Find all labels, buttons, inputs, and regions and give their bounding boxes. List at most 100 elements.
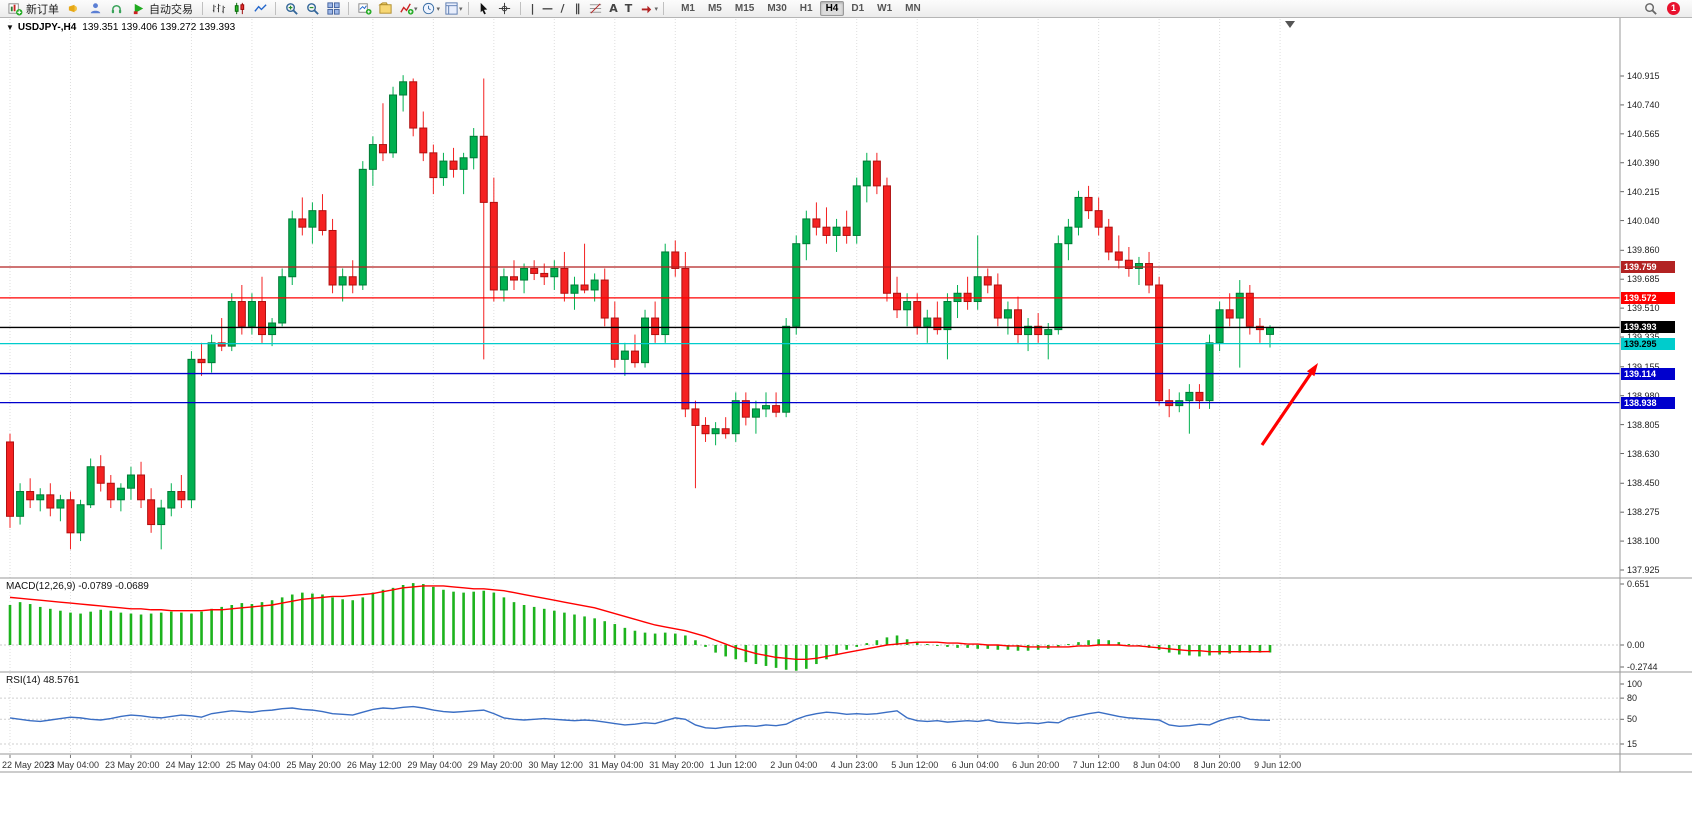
line-chart-button[interactable] [250, 1, 270, 17]
candle [288, 218, 297, 278]
timeframe-button-m1[interactable]: M1 [681, 3, 695, 14]
megaphone-button[interactable] [64, 1, 84, 17]
candle [1134, 263, 1143, 269]
shapes-dropdown-caret[interactable]: ▾ [654, 5, 659, 13]
symbol-timeframe-label: USDJPY-,H4 [17, 22, 77, 33]
period-dropdown-caret[interactable]: ▾ [436, 5, 441, 13]
search-button[interactable] [1640, 1, 1660, 17]
candle [489, 201, 498, 291]
template-dropdown-caret[interactable]: ▾ [459, 5, 463, 13]
zoom-in-button[interactable] [281, 1, 301, 17]
bar-chart-icon [212, 3, 225, 14]
timeframe-button-m5[interactable]: M5 [707, 3, 722, 14]
candle [701, 424, 710, 435]
candle [308, 210, 317, 228]
candle [832, 226, 841, 236]
candle [137, 474, 146, 501]
candle [711, 428, 720, 435]
candle [258, 301, 266, 336]
candle [1235, 292, 1244, 319]
collapse-icon[interactable]: ▼ [6, 23, 14, 32]
candle [510, 276, 518, 281]
candle [1245, 292, 1254, 327]
candle [126, 474, 135, 489]
chart-header: ▼ USDJPY-,H4 139.351 139.406 139.272 139.3… [6, 22, 235, 33]
candle [923, 317, 932, 327]
new-chart-button[interactable] [354, 1, 374, 17]
candle [26, 491, 35, 501]
new-order-button[interactable]: 新订单 [4, 1, 63, 17]
candle [167, 491, 176, 509]
candle [741, 400, 750, 418]
arrow-annotation-head[interactable] [1306, 363, 1318, 377]
toolbar-separator [519, 2, 521, 15]
toolbar: 新订单 自动交易 ▾ ▾ ▾ | — / ∥ A T [0, 0, 1692, 18]
ohlc-values: 139.351 139.406 139.272 139.393 [82, 22, 236, 33]
timeframe-button-mn[interactable]: MN [905, 3, 921, 14]
candle [560, 267, 569, 294]
candle [852, 185, 861, 236]
candle [409, 81, 418, 129]
candle [227, 301, 236, 347]
profiles-button[interactable] [375, 1, 395, 17]
channel-tool-button[interactable]: ∥ [574, 2, 581, 15]
profile-button[interactable] [85, 1, 105, 17]
candle [1145, 263, 1154, 286]
label-tool-button[interactable]: T [624, 2, 633, 15]
candle [66, 499, 75, 534]
candle [1215, 309, 1224, 344]
candle [1074, 196, 1083, 228]
candle [157, 507, 166, 526]
notification-badge[interactable]: 1 [1667, 2, 1680, 15]
candle [459, 157, 468, 170]
candle [338, 276, 347, 286]
cursor-button[interactable] [474, 1, 494, 17]
fibonacci-tool-button[interactable] [586, 1, 606, 17]
template-button[interactable] [441, 1, 461, 17]
indicators-dropdown-caret[interactable]: ▾ [414, 5, 418, 13]
toolbar-separator [275, 2, 276, 15]
candle [620, 350, 629, 360]
candle [6, 441, 14, 517]
profiles-icon [377, 2, 392, 14]
trendline-tool-button[interactable]: / [560, 2, 565, 15]
candle [812, 218, 821, 228]
timeframe-button-m15[interactable]: M15 [734, 3, 755, 14]
vertical-line-tool-button[interactable]: | [530, 2, 535, 15]
candle [469, 135, 478, 159]
auto-trading-button[interactable]: 自动交易 [127, 1, 197, 17]
headset-button[interactable] [106, 1, 126, 17]
candle [1185, 391, 1194, 402]
rsi-indicator-value: 48.5761 [43, 675, 80, 686]
candle [751, 408, 760, 418]
candlestick-chart-button[interactable] [229, 1, 249, 17]
toolbar-separator [467, 2, 469, 15]
candle [721, 428, 730, 435]
crosshair-button[interactable] [495, 1, 515, 17]
tile-windows-button[interactable] [323, 1, 343, 17]
candle [389, 94, 398, 154]
timeframe-button-d1[interactable]: D1 [851, 3, 865, 14]
candle [197, 358, 206, 364]
timeframe-button-m30[interactable]: M30 [767, 3, 787, 14]
new-order-label: 新订单 [26, 3, 59, 16]
text-tool-button[interactable]: A [609, 2, 618, 15]
cursor-icon [480, 2, 488, 15]
bar-chart-button[interactable] [208, 1, 228, 17]
period-button[interactable] [419, 1, 439, 17]
zoom-out-button[interactable] [302, 1, 322, 17]
horizontal-line-tool-button[interactable]: — [542, 2, 554, 15]
chart-shift-marker[interactable] [1285, 21, 1295, 28]
indicators-icon [399, 3, 414, 15]
candle [76, 504, 85, 534]
timeframe-button-h4[interactable]: H4 [819, 1, 845, 16]
indicators-button[interactable] [396, 1, 416, 17]
candle [1124, 259, 1133, 269]
arrow-annotation[interactable] [1260, 372, 1312, 446]
timeframe-button-h1[interactable]: H1 [799, 3, 813, 14]
candle [56, 499, 65, 509]
timeframe-button-w1[interactable]: W1 [877, 3, 893, 14]
shapes-tool-button[interactable] [637, 1, 657, 17]
